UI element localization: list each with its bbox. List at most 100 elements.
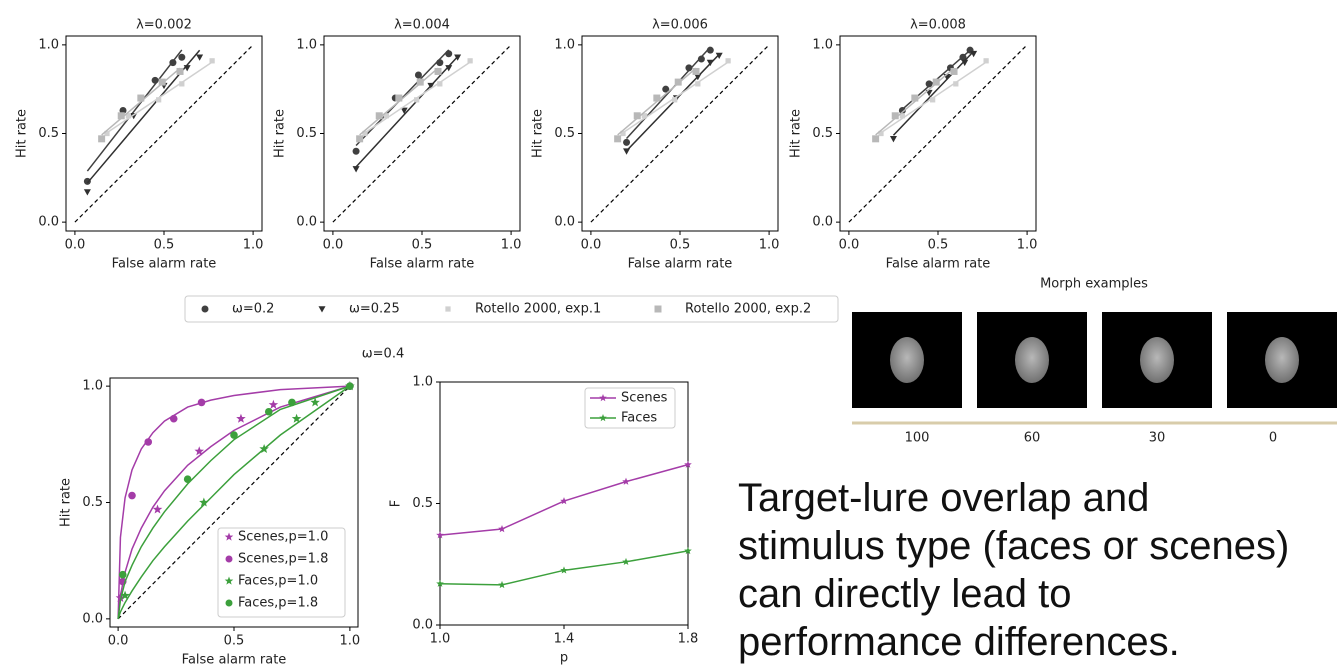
y-tick-label: 0.0 <box>82 611 103 626</box>
point <box>725 58 731 64</box>
legend-marker <box>201 305 209 313</box>
point <box>694 73 702 81</box>
x-tick-label: 0.0 <box>323 238 344 253</box>
y-tick-label: 0.5 <box>296 126 317 141</box>
point <box>950 67 958 75</box>
point <box>684 460 692 468</box>
x-tick-label: 1.0 <box>243 238 264 253</box>
fit-curve <box>117 385 351 619</box>
point <box>623 148 631 155</box>
x-tick-label: 0.5 <box>412 238 433 253</box>
point <box>268 399 279 409</box>
panel-title: λ=0.008 <box>910 18 966 33</box>
point <box>434 67 442 75</box>
chance-line <box>848 44 1028 223</box>
point <box>414 71 422 79</box>
y-tick-label: 1.0 <box>412 375 433 390</box>
x-tick-label: 0.5 <box>928 238 949 253</box>
point <box>236 413 246 423</box>
y-tick-label: 1.0 <box>38 37 59 52</box>
x-axis-label: False alarm rate <box>886 257 991 272</box>
legend-marker <box>599 414 607 422</box>
caption: Target-lure overlap and stimulus type (f… <box>738 476 1290 664</box>
point <box>169 59 177 67</box>
x-tick-label: 1.0 <box>430 632 451 647</box>
point <box>970 50 978 58</box>
point <box>130 112 138 120</box>
point <box>383 113 389 119</box>
point <box>183 475 192 484</box>
legend-label: Scenes,p=1.8 <box>238 552 328 567</box>
point <box>872 135 880 143</box>
point <box>179 81 185 87</box>
point <box>144 438 153 446</box>
point <box>375 112 383 120</box>
point <box>176 67 184 75</box>
face <box>890 337 924 383</box>
point <box>560 566 568 574</box>
face <box>1140 337 1174 383</box>
point <box>230 431 238 439</box>
point <box>930 97 936 103</box>
point <box>695 81 701 87</box>
x-axis-label: p <box>560 651 568 666</box>
point <box>156 97 162 103</box>
y-tick-label: 1.0 <box>82 379 103 394</box>
point <box>83 189 91 196</box>
point <box>291 413 302 423</box>
chance-line <box>74 44 254 223</box>
point <box>697 55 705 63</box>
fit-line <box>355 56 459 168</box>
fit-curve <box>117 385 351 620</box>
x-tick-label: 1.4 <box>554 632 575 647</box>
fit-line <box>86 49 183 172</box>
point <box>662 85 670 93</box>
morph-label: 100 <box>905 431 930 446</box>
point <box>288 398 296 407</box>
y-axis-label: F <box>389 500 404 507</box>
point <box>706 59 714 67</box>
y-axis-label: Hit rate <box>789 109 804 158</box>
x-tick-label: 0.0 <box>839 238 860 253</box>
point <box>653 94 661 102</box>
morph-label: 60 <box>1024 431 1041 446</box>
legend-marker <box>224 576 234 585</box>
x-tick-label: 0.5 <box>154 238 175 253</box>
y-axis-label: Hit rate <box>273 109 288 158</box>
point <box>416 78 424 86</box>
point <box>560 497 568 505</box>
legend-marker <box>445 306 451 312</box>
point <box>178 53 186 61</box>
x-tick-label: 1.0 <box>340 634 361 649</box>
point <box>454 54 462 61</box>
point <box>983 58 989 64</box>
y-tick-label: 0.5 <box>412 496 433 511</box>
legend-marker <box>225 599 233 607</box>
fit-curve <box>117 385 350 619</box>
y-tick-label: 0.0 <box>812 215 833 230</box>
legend-marker <box>224 532 234 541</box>
point <box>194 446 204 456</box>
point <box>467 58 473 64</box>
point <box>715 52 723 59</box>
x-tick-label: 0.0 <box>581 238 602 253</box>
legend-label: Faces,p=1.8 <box>238 596 318 611</box>
point <box>104 130 110 137</box>
point <box>199 497 209 507</box>
y-tick-label: 0.5 <box>38 126 59 141</box>
x-axis-label: False alarm rate <box>112 257 217 272</box>
point <box>310 397 320 407</box>
legend-label: Faces,p=1.0 <box>238 574 318 589</box>
point <box>117 112 125 120</box>
legend-label: Scenes,p=1.0 <box>238 530 328 545</box>
point <box>684 546 692 555</box>
y-tick-label: 0.0 <box>38 215 59 230</box>
point <box>158 78 166 86</box>
legend-label: Rotello 2000, exp.2 <box>685 302 811 317</box>
x-tick-label: 0.5 <box>670 238 691 253</box>
point <box>961 59 969 67</box>
x-tick-label: 0.0 <box>108 634 129 649</box>
fit-line <box>626 53 720 152</box>
x-axis-label: False alarm rate <box>182 653 287 668</box>
point <box>498 525 506 533</box>
